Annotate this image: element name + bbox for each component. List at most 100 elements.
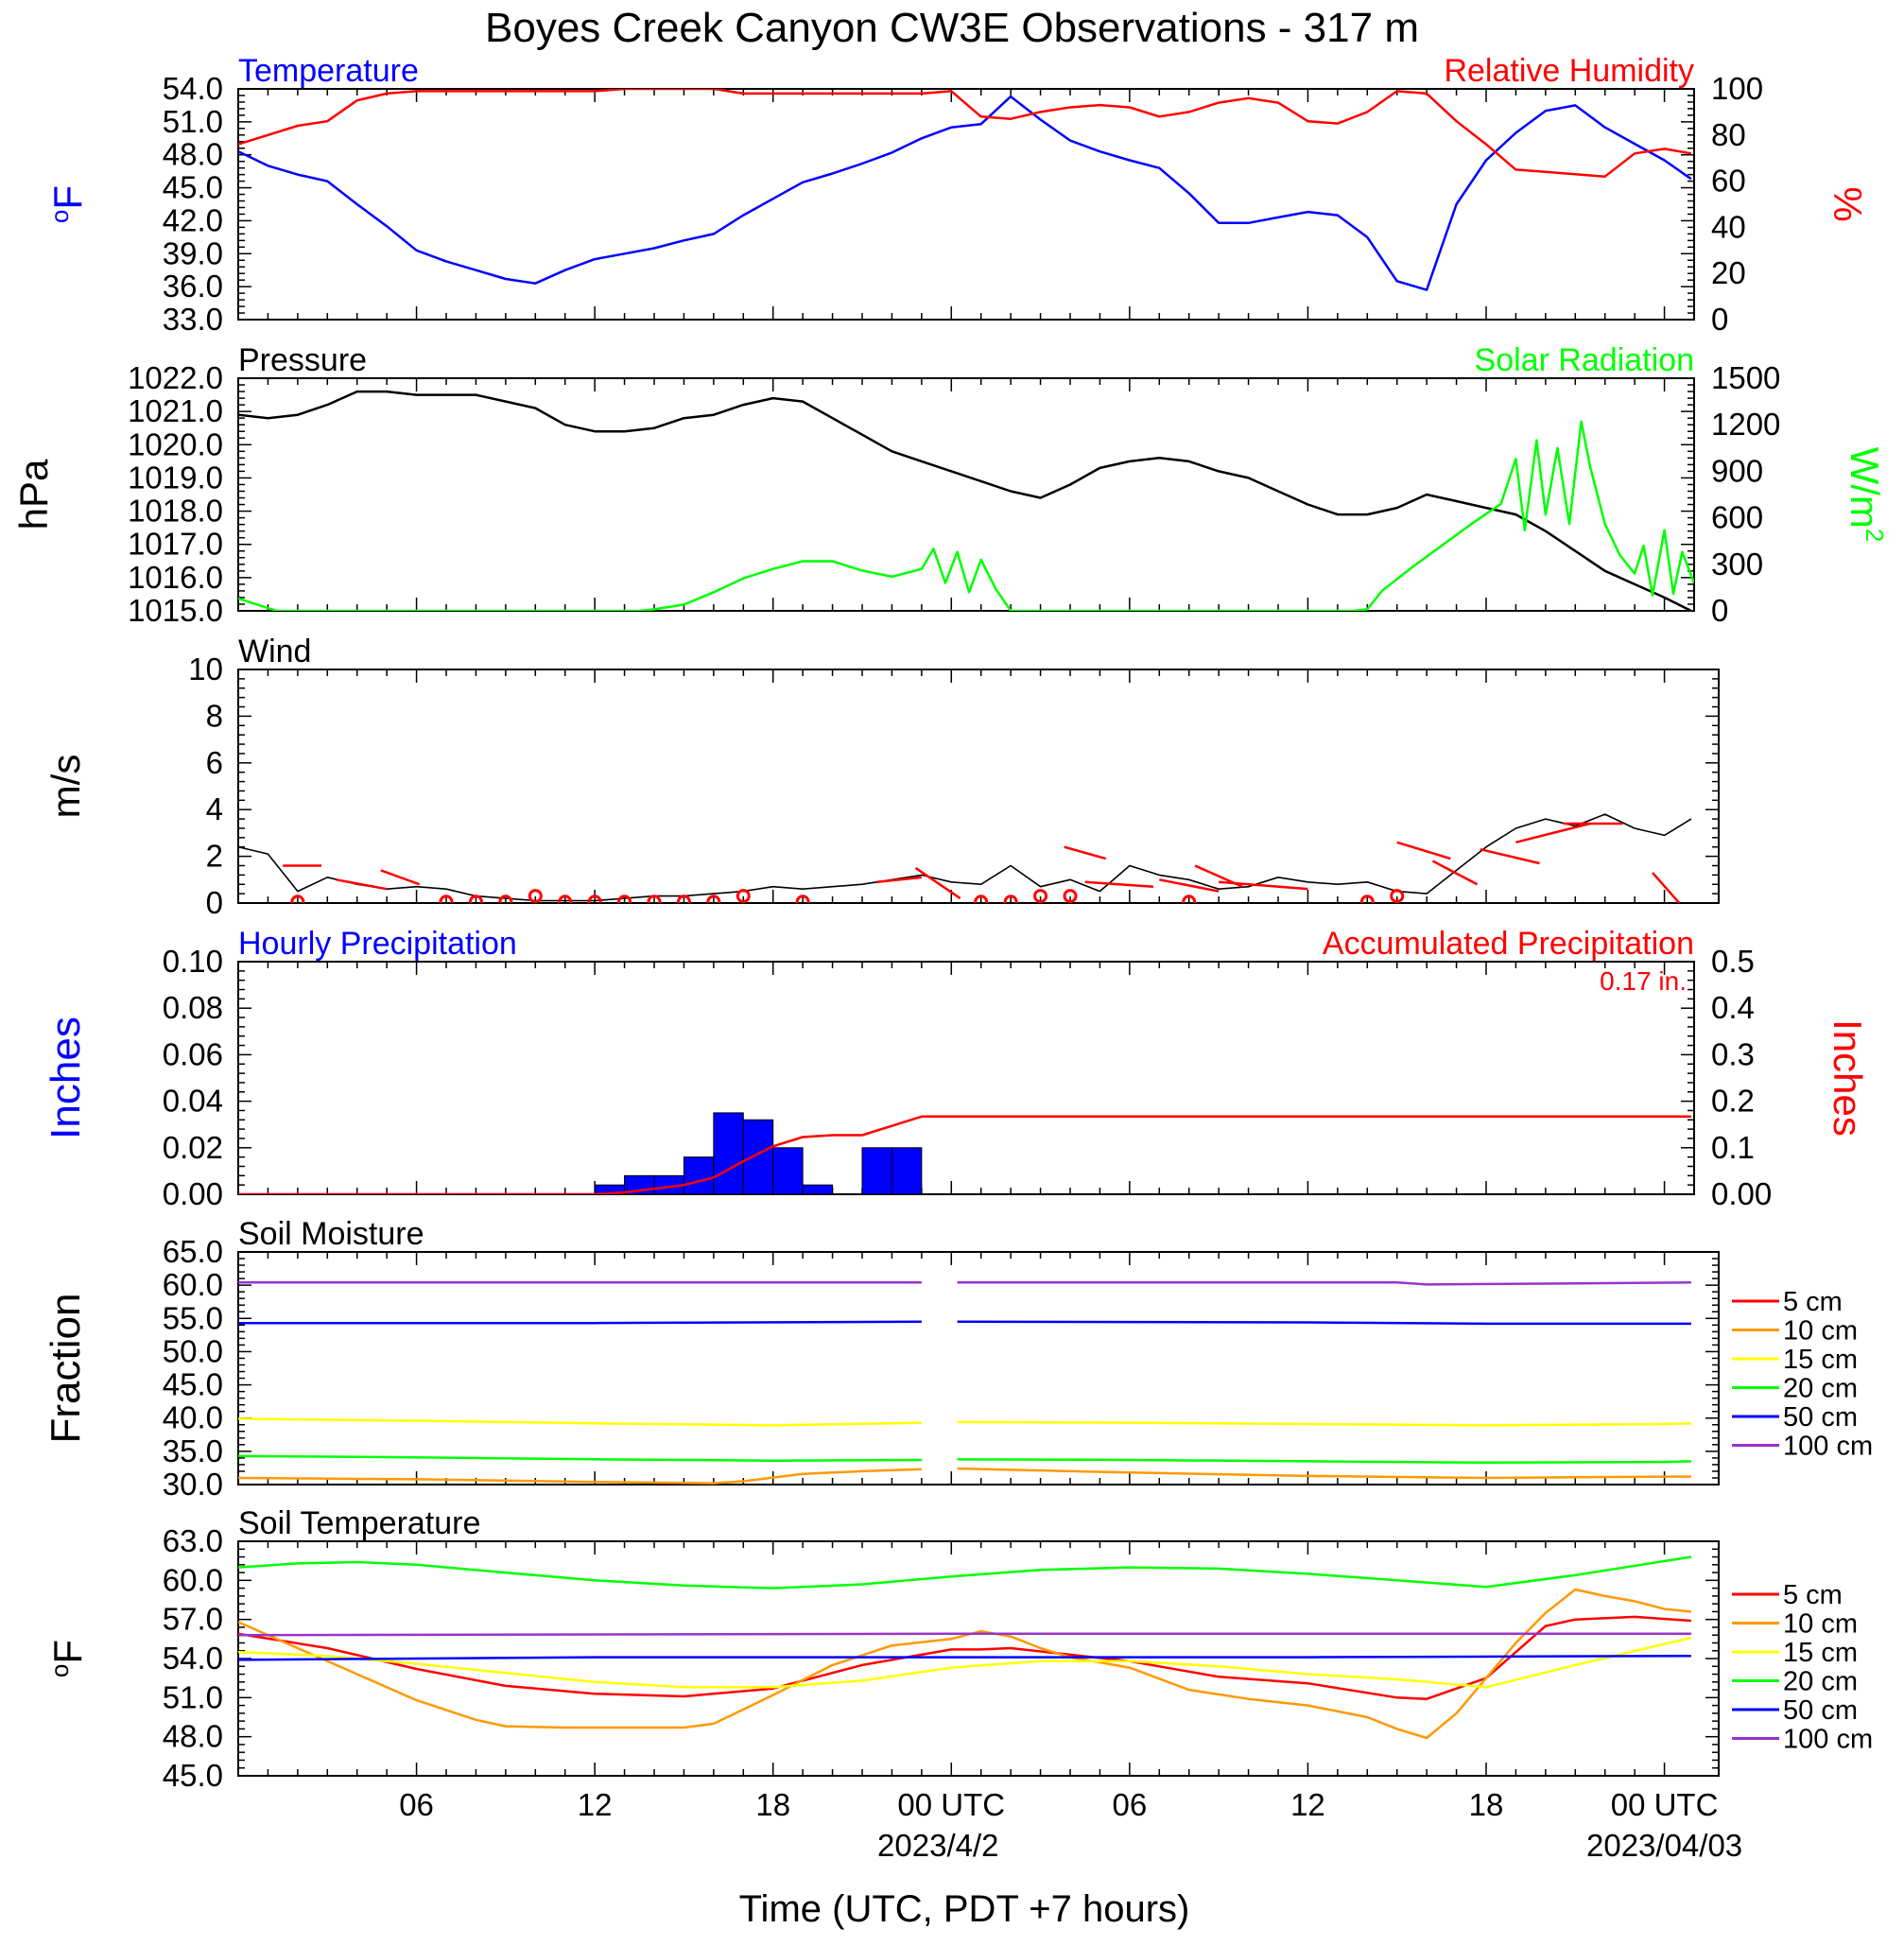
y-tick-label: 8	[206, 698, 223, 733]
panel-left-title: Wind	[238, 634, 311, 669]
wind-vector	[1652, 872, 1681, 903]
figure-title: Boyes Creek Canyon CW3E Observations - 3…	[485, 5, 1419, 51]
y-tick-label: 0.00	[163, 1176, 223, 1211]
calm-marker	[795, 895, 810, 903]
y-tick-label: 48.0	[163, 1719, 223, 1754]
y2-tick-label: 60	[1711, 164, 1746, 199]
x-tick-label: 00 UTC	[897, 1787, 1005, 1822]
calm-marker	[1033, 889, 1048, 903]
y2-axis-label: W/m2	[1843, 447, 1889, 543]
y-tick-label: 60.0	[163, 1562, 223, 1597]
calm-marker	[1359, 895, 1375, 903]
legend-label: 50 cm	[1783, 1402, 1858, 1433]
y-tick-label: 1020.0	[128, 426, 223, 461]
plot-frame	[237, 88, 1695, 321]
calm-marker	[587, 895, 602, 903]
legend-label: 20 cm	[1783, 1374, 1858, 1404]
y2-tick-label: 900	[1711, 453, 1763, 488]
panel-right-title: Accumulated Precipitation	[1323, 926, 1694, 962]
x-tick-label: 18	[1469, 1787, 1504, 1822]
series-line	[238, 1654, 1691, 1661]
precip-bar	[742, 1119, 774, 1194]
y-tick-label: 35.0	[163, 1433, 223, 1468]
legend-label: 100 cm	[1783, 1432, 1873, 1462]
calm-marker	[736, 889, 751, 903]
wind-vector	[1064, 845, 1107, 860]
wind-vector	[1515, 822, 1591, 843]
panel-left-title: Soil Temperature	[238, 1505, 480, 1541]
y2-axis-label: %	[1826, 186, 1870, 221]
x-tick-label: 06	[399, 1787, 434, 1822]
y2-tick-label: 300	[1711, 547, 1763, 582]
legend-label: 10 cm	[1783, 1316, 1858, 1347]
y-tick-label: 40.0	[163, 1400, 223, 1435]
y-tick-label: 10	[188, 652, 223, 686]
calm-marker	[1390, 889, 1405, 903]
precip-bar	[891, 1147, 923, 1194]
calm-marker	[1003, 895, 1018, 903]
y-tick-label: 60.0	[163, 1267, 223, 1302]
y-tick-label: 65.0	[163, 1234, 223, 1269]
series-line	[238, 1320, 922, 1325]
panel-right-title: Solar Radiation	[1475, 342, 1694, 378]
y-tick-label: 1018.0	[128, 494, 223, 529]
x-tick-label: 06	[1112, 1787, 1147, 1822]
y2-tick-label: 40	[1711, 209, 1746, 244]
calm-marker	[468, 895, 483, 903]
series-line	[957, 1467, 1691, 1480]
y-tick-label: 30.0	[163, 1467, 223, 1502]
series-line	[238, 813, 1692, 902]
wind-vector	[380, 869, 421, 886]
y-tick-label: 63.0	[163, 1523, 223, 1558]
y-tick-label: 48.0	[163, 137, 223, 172]
y-tick-label: 51.0	[163, 1679, 223, 1714]
y2-tick-label: 0	[1711, 302, 1728, 337]
y2-tick-label: 0.5	[1711, 944, 1755, 979]
y2-tick-label: 0.1	[1711, 1130, 1755, 1165]
y2-tick-label: 0.00	[1711, 1176, 1772, 1211]
y2-tick-label: 20	[1711, 255, 1746, 290]
calm-marker	[290, 895, 305, 903]
y2-tick-label: 600	[1711, 500, 1763, 535]
plot-frame	[237, 669, 1720, 904]
wind-vector	[914, 866, 961, 900]
y-tick-label: 36.0	[163, 269, 223, 304]
plot-frame	[237, 1251, 1720, 1486]
series-line	[957, 1320, 1691, 1326]
y-axis-label: oF	[45, 1640, 90, 1677]
plot-area	[238, 89, 1692, 291]
y-tick-label: 55.0	[163, 1300, 223, 1335]
wind-vector	[1396, 841, 1451, 860]
legend-label: 5 cm	[1783, 1287, 1843, 1317]
wind-vector	[1480, 847, 1540, 865]
plot-area	[238, 390, 1694, 611]
series-line	[238, 89, 1692, 178]
precip-bar	[772, 1147, 804, 1194]
y-tick-label: 0.04	[163, 1084, 223, 1119]
series-line	[957, 1281, 1691, 1286]
series-line	[238, 95, 1692, 291]
precip-bar	[683, 1156, 715, 1194]
accum-annotation: 0.17 in.	[1600, 966, 1687, 996]
y-tick-label: 6	[206, 745, 223, 780]
panel-3: 0 2 4 6 8 10 Wind m/s	[43, 634, 1720, 920]
y-tick-label: 0.10	[163, 944, 223, 979]
y2-tick-label: 1500	[1711, 360, 1780, 395]
x-tick-label: 00 UTC	[1611, 1787, 1719, 1822]
y-tick-label: 50.0	[163, 1333, 223, 1368]
calm-marker	[617, 895, 632, 903]
time-axis: 06 12 18 00 UTC 2023/4/2 06 12 18 00 UTC 2023/04/…	[399, 1787, 1742, 1863]
calm-marker	[1063, 889, 1078, 903]
panel-2: 1015.01016.01017.01018.01019.01020.01021…	[11, 342, 1889, 628]
legend-label: 5 cm	[1783, 1580, 1843, 1610]
legend-label: 50 cm	[1783, 1695, 1858, 1726]
y-tick-label: 1021.0	[128, 393, 223, 428]
y-tick-label: 45.0	[163, 1758, 223, 1793]
y-tick-label: 0	[206, 885, 223, 920]
plot-area	[238, 1112, 1691, 1194]
y2-tick-label: 0.2	[1711, 1084, 1755, 1119]
y-tick-label: 0.08	[163, 990, 223, 1025]
wind-vector	[1219, 880, 1308, 891]
plot-frame	[237, 377, 1695, 612]
precip-bar	[713, 1112, 744, 1194]
